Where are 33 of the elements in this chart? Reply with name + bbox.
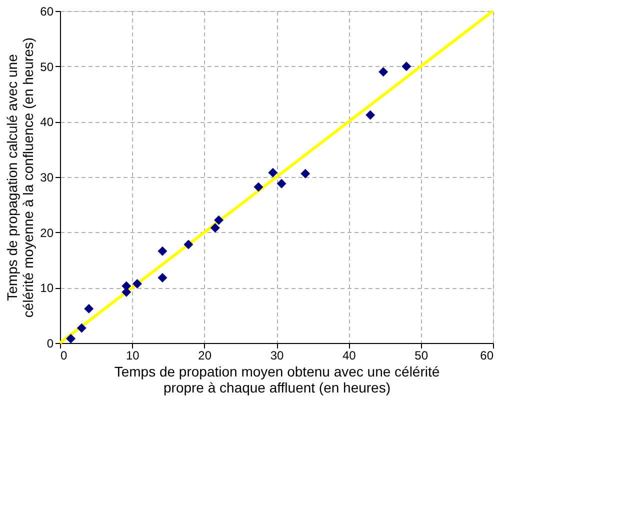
y-tick-label: 0 <box>46 336 54 350</box>
point <box>84 304 94 314</box>
x-tick-label: 10 <box>126 348 140 362</box>
point <box>158 246 168 256</box>
y-tick-label: 40 <box>40 115 54 130</box>
y-tick-label: 50 <box>40 60 54 74</box>
point <box>122 281 132 291</box>
y-axis-title: Temps de propagation calculé avec une célérité moyenne à la confluence (en heures) <box>4 37 36 318</box>
x-tick-label: 20 <box>198 348 212 362</box>
point <box>402 62 412 72</box>
point <box>268 168 278 178</box>
point <box>276 178 286 188</box>
point <box>66 334 76 344</box>
x-tick-label: 30 <box>270 348 284 362</box>
y-tick-label: 30 <box>40 170 54 184</box>
y-tick-label: 60 <box>40 4 54 18</box>
x-tick-label: 60 <box>480 348 494 362</box>
point <box>366 110 376 120</box>
y-tick-label: 20 <box>40 226 54 240</box>
point <box>76 323 86 333</box>
x-tick-label: 40 <box>342 348 356 362</box>
x-axis-title: Temps de propation moyen obtenu avec une célérité propre à chaque affluent (en heures) <box>114 364 440 396</box>
point <box>254 182 264 192</box>
point <box>378 67 388 77</box>
x-tick-label: 50 <box>414 348 428 362</box>
point <box>300 168 310 178</box>
point <box>214 215 224 225</box>
point <box>158 272 168 282</box>
point <box>210 223 220 233</box>
point <box>184 240 194 250</box>
x-tick-label: 0 <box>60 348 68 362</box>
y-tick-label: 10 <box>40 281 54 296</box>
point <box>132 279 142 289</box>
